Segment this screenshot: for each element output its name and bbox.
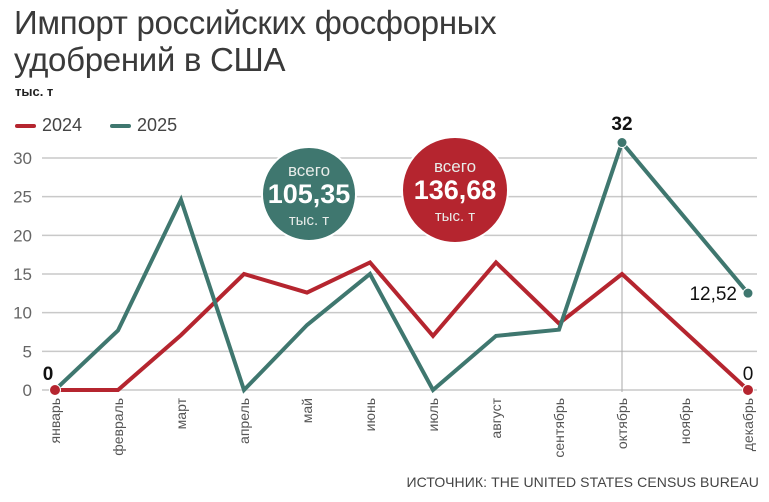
- legend-item-2025: 2025: [110, 115, 177, 136]
- x-tick-label-9: сентябрь: [551, 398, 567, 458]
- annotation-dec-2024: 0: [743, 364, 754, 385]
- bubble-circle: [401, 136, 509, 244]
- x-tick-label-11: ноябрь: [677, 398, 693, 444]
- legend-label-2025: 2025: [137, 115, 178, 135]
- y-axis: 0 5 10 15 20 25 30: [13, 149, 32, 400]
- point-jan-2024: [49, 384, 61, 396]
- y-tick-label: 25: [13, 188, 32, 207]
- x-tick-label-7: июль: [425, 398, 441, 431]
- x-tick-label-10: октябрь: [614, 398, 630, 449]
- x-tick-label-4: апрель: [236, 398, 252, 444]
- title-line-2: удобрений в США: [14, 41, 286, 78]
- x-tick-label-12: декабрь: [740, 398, 756, 451]
- series-lines: [49, 137, 754, 396]
- annotation-oct-2025: 32: [611, 114, 632, 135]
- annotation-jan-2024: 0: [43, 364, 54, 385]
- point-dec-2025: [742, 287, 754, 299]
- source-note: ИСТОЧНИК: THE UNITED STATES CENSUS BUREA…: [406, 474, 759, 490]
- x-axis: январь февраль март апрель май июнь июль август…: [47, 397, 756, 457]
- x-tick-label-5: май: [299, 398, 315, 423]
- x-tick-label-1: январь: [47, 398, 63, 443]
- chart-title: Импорт российских фосфорных удобрений в …: [14, 4, 497, 78]
- legend: 2024 2025: [15, 115, 177, 136]
- y-tick-label: 10: [13, 304, 32, 323]
- bubble-caption: всего: [288, 161, 330, 180]
- y-tick-label: 15: [13, 265, 32, 284]
- unit-label: тыс. т: [15, 84, 54, 99]
- x-tick-label-8: август: [488, 397, 504, 438]
- bubble-caption: всего: [434, 157, 476, 176]
- legend-label-2024: 2024: [42, 115, 83, 135]
- bubble-total-value: 105,35: [268, 179, 351, 209]
- legend-swatch-2025: [110, 123, 132, 128]
- x-tick-label-2: февраль: [110, 398, 126, 456]
- y-tick-label: 30: [13, 149, 32, 168]
- series-line-2025: [53, 138, 750, 394]
- bubble-unit: тыс. т: [435, 208, 475, 225]
- y-tick-label: 5: [23, 342, 32, 361]
- point-dec-2024: [742, 384, 754, 396]
- x-tick-label-3: март: [173, 397, 189, 429]
- y-tick-label: 0: [23, 381, 32, 400]
- annotation-dec-2025: 12,52: [689, 284, 737, 305]
- bubble-total-value: 136,68: [414, 175, 497, 205]
- x-tick-label-6: июнь: [362, 398, 378, 431]
- y-tick-label: 20: [13, 226, 32, 245]
- point-oct-2025: [616, 137, 628, 149]
- series-line-2024: [53, 259, 750, 392]
- bubble-circle: [261, 146, 357, 242]
- title-line-1: Импорт российских фосфорных: [14, 4, 497, 41]
- legend-item-2024: 2024: [15, 115, 82, 136]
- legend-swatch-2024: [15, 123, 36, 128]
- bubble-unit: тыс. т: [289, 212, 329, 229]
- annotations: 0 32 12,52 0: [43, 114, 754, 385]
